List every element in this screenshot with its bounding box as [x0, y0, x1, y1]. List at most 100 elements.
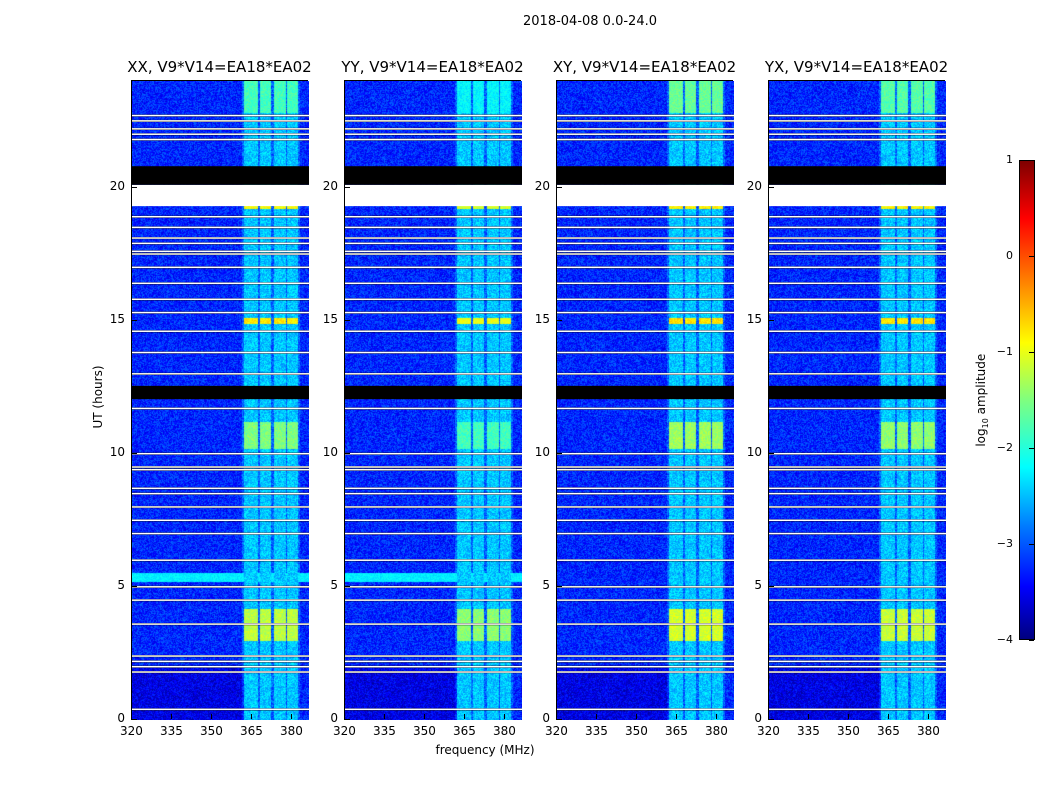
flagged-range	[345, 184, 522, 207]
y-tick-mark	[768, 319, 774, 321]
y-tick-label: 5	[542, 577, 550, 592]
flagged-line	[132, 487, 309, 490]
flagged-line	[557, 138, 734, 141]
flagged-line	[769, 330, 946, 332]
flagged-line	[132, 311, 309, 314]
y-tick-mark	[344, 319, 350, 321]
x-tick-mark	[344, 714, 345, 719]
flagged-line	[345, 559, 522, 561]
flagged-line	[132, 237, 309, 239]
flagged-line	[557, 128, 734, 130]
flagged-line	[557, 250, 734, 253]
y-tick-mark	[131, 186, 137, 188]
flagged-line	[345, 623, 522, 625]
flagged-line	[132, 226, 309, 229]
flagged-line	[345, 298, 522, 301]
figure-title: 2018-04-08 0.0-24.0	[523, 14, 657, 29]
flagged-line	[345, 586, 522, 588]
flagged-line	[557, 242, 734, 245]
heatmap-panel	[556, 80, 734, 720]
colorbar-label-rest: amplitude	[973, 353, 988, 419]
flagged-line	[132, 506, 309, 508]
heatmap-overlay	[557, 114, 734, 711]
flagged-line	[769, 452, 946, 455]
y-tick-mark	[556, 452, 562, 454]
x-axis-label: frequency (MHz)	[435, 743, 535, 757]
flagged-line	[345, 466, 522, 468]
x-tick-mark	[383, 714, 385, 719]
x-tick-label: 365	[876, 724, 900, 738]
panel-title: YY, V9*V14=EA18*EA02	[341, 58, 524, 76]
x-tick-label: 380	[704, 724, 728, 738]
flagged-line	[769, 506, 946, 508]
y-tick-label: 0	[754, 711, 762, 725]
flagged-line	[769, 250, 946, 253]
blank-range	[132, 166, 309, 185]
flagged-line	[345, 242, 522, 245]
flagged-line	[769, 599, 946, 601]
flagged-line	[557, 226, 734, 229]
flagged-line	[345, 215, 522, 218]
panel-title: YX, V9*V14=EA18*EA02	[764, 58, 949, 76]
blank-range	[769, 385, 946, 400]
flagged-line	[345, 250, 522, 253]
colorbar-tick-label: 0	[1006, 249, 1013, 262]
y-tick-mark	[556, 186, 562, 188]
flagged-line	[132, 623, 309, 625]
flagged-line	[132, 138, 309, 141]
flagged-line	[769, 487, 946, 490]
panel-title: XY, V9*V14=EA18*EA02	[552, 58, 737, 76]
flagged-line	[345, 373, 522, 375]
flagged-line	[132, 671, 309, 673]
flagged-line	[557, 660, 734, 663]
blank-range	[557, 166, 734, 185]
flagged-line	[132, 468, 309, 471]
flagged-line	[557, 665, 734, 668]
x-tick-mark	[290, 714, 292, 719]
flagged-line	[557, 114, 734, 117]
x-tick-mark	[847, 714, 849, 719]
y-tick-mark	[556, 719, 562, 720]
colorbar	[1019, 160, 1035, 640]
flagged-line	[345, 311, 522, 314]
y-tick-label: 20	[534, 178, 550, 193]
flagged-line	[132, 215, 309, 218]
flagged-line	[345, 266, 522, 269]
x-tick-mark	[503, 714, 505, 719]
x-tick-mark	[595, 714, 597, 719]
colorbar-tick-label: 1	[1006, 153, 1013, 166]
flagged-line	[769, 492, 946, 495]
y-tick-label: 15	[534, 311, 550, 326]
y-tick-mark	[344, 585, 350, 587]
y-tick-label: 15	[746, 311, 762, 326]
flagged-line	[557, 623, 734, 625]
flagged-line	[132, 282, 309, 285]
colorbar-tick-mark	[1029, 544, 1034, 545]
flagged-line	[769, 660, 946, 663]
flagged-line	[345, 468, 522, 471]
x-tick-mark	[131, 714, 132, 719]
x-tick-label: 335	[584, 724, 608, 738]
flagged-line	[557, 452, 734, 455]
flagged-line	[769, 466, 946, 468]
flagged-line	[769, 559, 946, 561]
y-tick-label: 0	[117, 711, 125, 725]
flagged-line	[345, 487, 522, 490]
x-tick-mark	[887, 714, 889, 719]
panel-title: XX, V9*V14=EA18*EA02	[127, 58, 312, 76]
flagged-line	[769, 215, 946, 218]
flagged-line	[557, 708, 734, 711]
flagged-line	[557, 120, 734, 122]
heatmap-overlay	[345, 114, 522, 711]
flagged-line	[345, 660, 522, 663]
y-tick-mark	[131, 719, 137, 720]
flagged-line	[345, 708, 522, 711]
flagged-line	[769, 665, 946, 668]
y-tick-label: 10	[746, 444, 762, 459]
flagged-line	[132, 532, 309, 535]
x-tick-label: 320	[120, 724, 143, 738]
flagged-line	[132, 253, 309, 255]
flagged-line	[769, 623, 946, 625]
x-tick-mark	[210, 714, 212, 719]
